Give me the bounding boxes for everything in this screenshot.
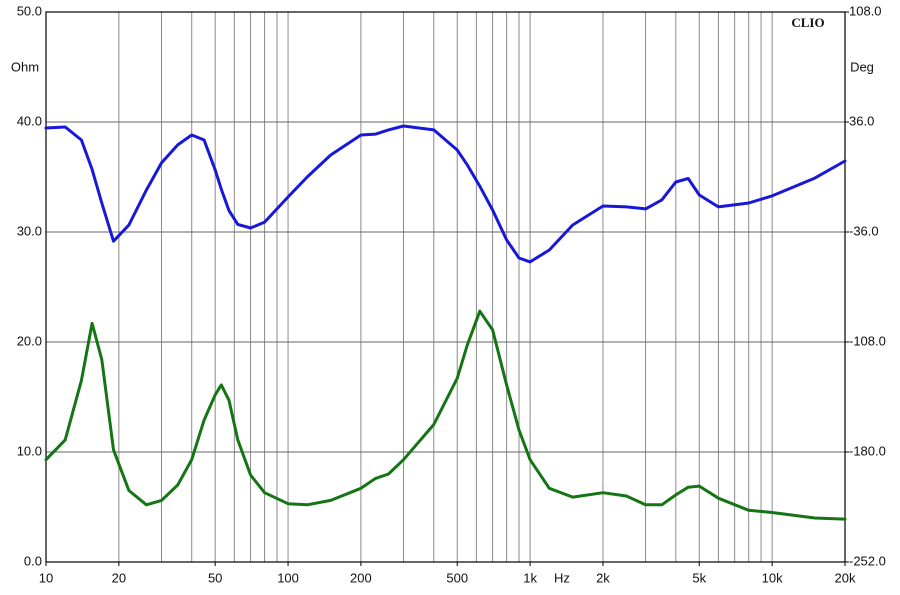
x-tick-label: 200 [350,570,372,585]
x-tick-label: 50 [208,570,222,585]
x-tick-label: 10k [762,570,783,585]
y2-tick-label: -36.0 [849,223,879,238]
grid [46,11,845,563]
plot-frame [45,11,846,563]
y2-axis-title: Deg [850,59,874,74]
x-axis-title: Hz [554,570,570,585]
y-tick-label: 0.0 [24,553,42,568]
x-tick-label: 10 [39,570,53,585]
x-tick-label: 1k [523,570,537,585]
y-tick-label: 50.0 [17,3,42,18]
y2-tick-label: 36.0 [849,113,874,128]
y-axis-title: Ohm [11,59,39,74]
y-tick-label: 40.0 [17,113,42,128]
x-tick-label: 20k [835,570,856,585]
y-tick-label: 10.0 [17,443,42,458]
y-tick-label: 20.0 [17,333,42,348]
y-tick-label: 30.0 [17,223,42,238]
series-line [44,309,847,521]
y2-tick-label: -180.0 [849,443,886,458]
x-tick-label: 20 [112,570,126,585]
x-tick-label: 500 [446,570,468,585]
y2-tick-label: -108.0 [849,333,886,348]
series-line [44,124,847,264]
y2-tick-label: -252.0 [849,553,886,568]
x-tick-label: 5k [692,570,706,585]
brand: CLIO [791,15,824,30]
x-tick-label: 100 [277,570,299,585]
x-tick-label: 2k [596,570,610,585]
y2-tick-label: 108.0 [849,3,882,18]
